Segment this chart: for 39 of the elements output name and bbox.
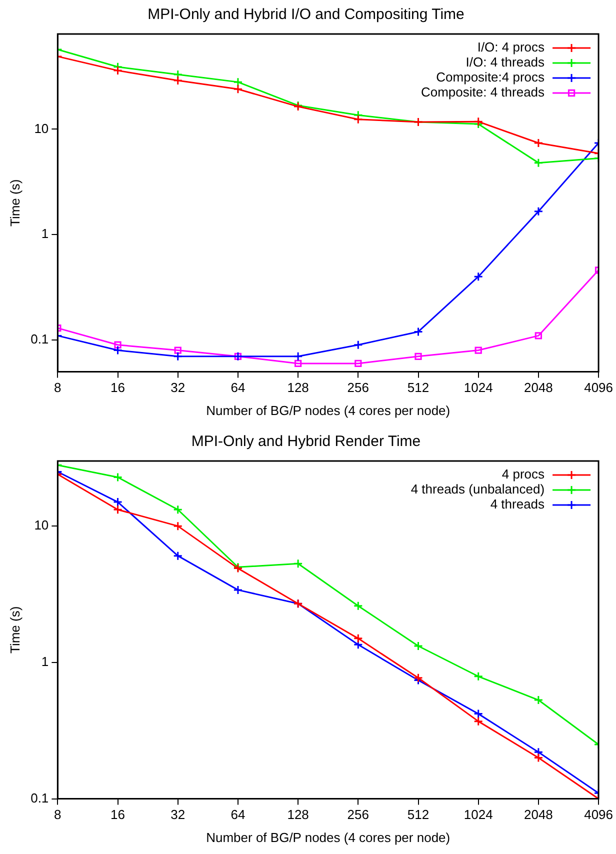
x-tick-label: 8: [54, 807, 62, 822]
x-tick-label: 64: [230, 380, 246, 396]
y-tick-label: 0.1: [30, 790, 49, 806]
legend-label: Composite:4 procs: [436, 70, 546, 85]
x-tick-label: 4096: [584, 807, 613, 822]
x-tick-label: 128: [287, 807, 309, 822]
legend-label: 4 procs: [502, 466, 546, 482]
legend-label: I/O: 4 threads: [466, 54, 546, 70]
y-axis-title: Time (s): [7, 179, 22, 226]
x-axis-title: Number of BG/P nodes (4 cores per node): [206, 830, 450, 845]
chart-title: MPI-Only and Hybrid I/O and Compositing Time: [148, 6, 464, 24]
y-tick-label: 0.1: [30, 332, 49, 347]
x-tick-label: 32: [170, 380, 186, 396]
x-tick-label: 2048: [524, 380, 553, 396]
x-tick-label: 2048: [524, 807, 553, 822]
x-axis-title: Number of BG/P nodes (4 cores per node): [206, 402, 450, 418]
legend-label: 4 threads (unbalanced): [410, 482, 545, 497]
x-tick-label: 32: [170, 807, 186, 822]
legend-label: I/O: 4 procs: [477, 40, 546, 55]
legend-label: Composite: 4 threads: [420, 84, 546, 100]
y-tick-label: 10: [34, 518, 49, 533]
x-tick-label: 1024: [464, 807, 493, 822]
x-tick-label: 256: [347, 380, 370, 396]
y-tick-label: 1: [41, 226, 49, 242]
x-tick-label: 1024: [464, 380, 493, 396]
x-tick-label: 256: [347, 807, 370, 822]
x-tick-label: 16: [110, 807, 126, 822]
x-tick-label: 512: [407, 807, 430, 822]
y-axis-title: Time (s): [7, 606, 22, 654]
x-tick-label: 512: [407, 380, 430, 396]
x-tick-label: 8: [54, 380, 62, 396]
x-tick-label: 64: [230, 807, 246, 822]
x-tick-label: 4096: [584, 380, 613, 396]
x-tick-label: 16: [110, 380, 126, 396]
x-tick-label: 128: [287, 380, 309, 396]
y-tick-label: 10: [34, 120, 49, 136]
y-tick-label: 1: [41, 654, 49, 670]
chart-title: MPI-Only and Hybrid Render Time: [191, 433, 421, 450]
legend-label: 4 threads: [490, 496, 546, 512]
